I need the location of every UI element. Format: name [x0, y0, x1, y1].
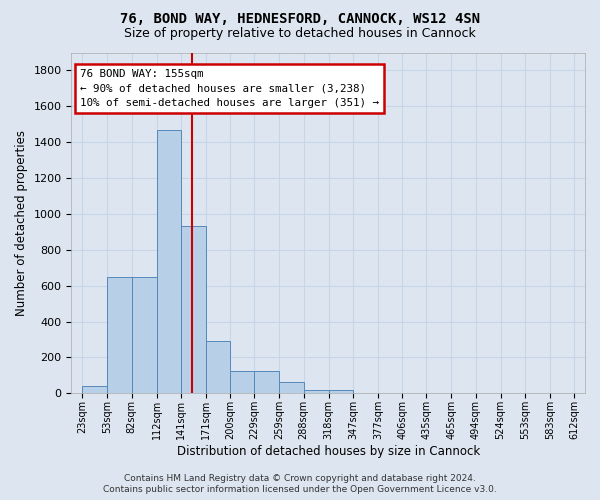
Bar [131, 276, 157, 394]
Bar [206, 342, 230, 394]
Text: 76, BOND WAY, HEDNESFORD, CANNOCK, WS12 4SN: 76, BOND WAY, HEDNESFORD, CANNOCK, WS12 … [120, 12, 480, 26]
Bar [329, 390, 353, 394]
Bar [254, 371, 280, 394]
Bar [280, 382, 304, 394]
Bar [82, 386, 107, 394]
Text: Contains HM Land Registry data © Crown copyright and database right 2024.
Contai: Contains HM Land Registry data © Crown c… [103, 474, 497, 494]
Text: Size of property relative to detached houses in Cannock: Size of property relative to detached ho… [124, 28, 476, 40]
Bar [230, 371, 254, 394]
Bar [157, 130, 181, 394]
Bar [304, 390, 329, 394]
X-axis label: Distribution of detached houses by size in Cannock: Distribution of detached houses by size … [176, 444, 480, 458]
Y-axis label: Number of detached properties: Number of detached properties [15, 130, 28, 316]
Bar [107, 276, 131, 394]
Text: 76 BOND WAY: 155sqm
← 90% of detached houses are smaller (3,238)
10% of semi-det: 76 BOND WAY: 155sqm ← 90% of detached ho… [80, 68, 379, 108]
Bar [181, 226, 206, 394]
